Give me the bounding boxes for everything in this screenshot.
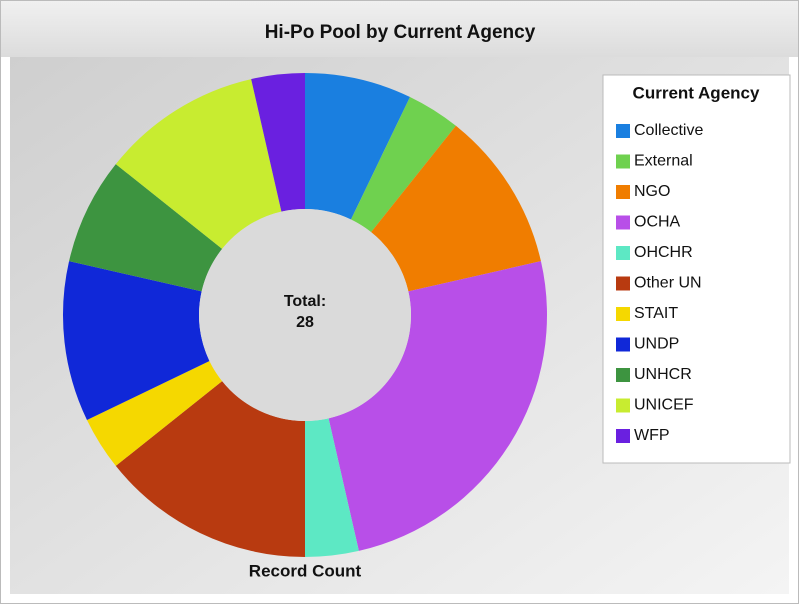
legend-label: External [634,153,693,170]
legend-label: OCHA [634,214,681,231]
legend-label: NGO [634,183,670,200]
legend-title: Current Agency [633,83,760,102]
legend-label: OHCHR [634,244,693,261]
legend-swatch [616,337,630,352]
header [1,1,798,57]
legend-label: Collective [634,122,703,139]
donut-slice [305,418,359,557]
legend-swatch [616,185,630,199]
legend-label: STAIT [634,305,678,322]
donut-slice [115,79,282,249]
legend-label: WFP [634,427,670,444]
legend-swatch [616,307,630,321]
donut-slice [328,261,547,551]
chart-title: Hi-Po Pool by Current Agency [265,22,536,43]
donut-slice [69,164,223,292]
legend-swatch [616,215,630,230]
legend-label: UNICEF [634,397,694,414]
legend-swatch [616,398,630,413]
value-label: Record Count [249,561,362,580]
legend-swatch [616,154,630,169]
legend-swatch [616,429,630,443]
donut-slice [305,73,410,220]
center-total: 28 [296,314,314,331]
donut-slice [86,360,223,466]
donut-slice [115,381,305,557]
legend-swatch [616,246,630,260]
legend-swatch [616,124,630,138]
legend-label: Other UN [634,275,702,292]
donut-hole [199,209,411,421]
donut-slice [371,125,541,292]
legend [602,74,791,464]
donut-slice [62,261,210,420]
donut-slice [251,73,305,212]
legend-label: UNDP [634,336,679,353]
center-label: Total: [284,293,326,310]
legend-swatch [616,276,630,291]
legend-label: UNHCR [634,366,692,383]
donut-slice [350,96,456,233]
legend-swatch [616,368,630,382]
